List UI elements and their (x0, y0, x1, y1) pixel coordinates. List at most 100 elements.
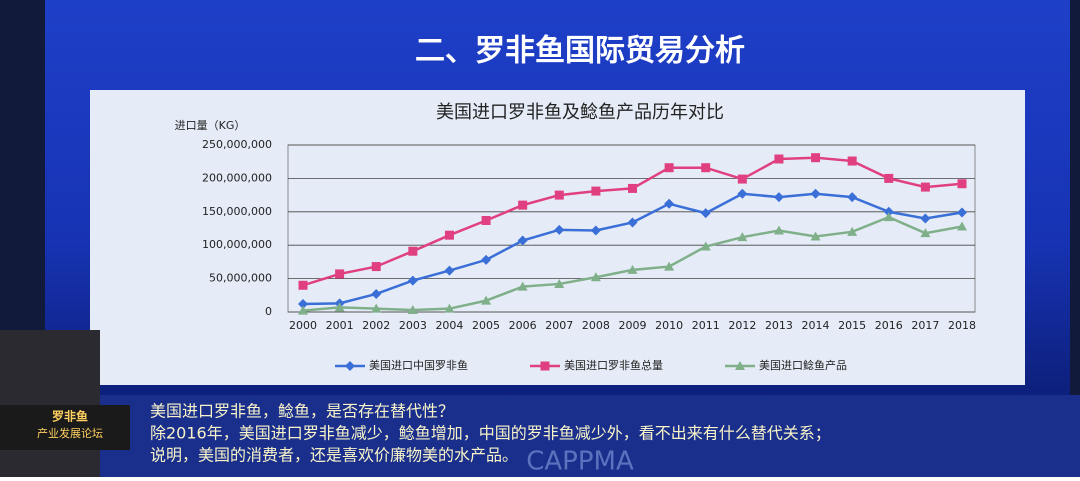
data-point (371, 303, 382, 313)
data-point (847, 156, 857, 166)
data-point (883, 206, 894, 217)
data-point (517, 281, 528, 291)
data-point (554, 224, 565, 235)
y-tick-label: 50,000,000 (209, 272, 272, 285)
y-axis-label: 进口量（KG） (175, 119, 246, 132)
data-point (444, 265, 455, 276)
x-tick-label: 2006 (509, 319, 537, 332)
x-tick-label: 2010 (655, 319, 683, 332)
data-point (810, 231, 821, 241)
data-point (664, 198, 675, 209)
x-tick-label: 2011 (692, 319, 720, 332)
data-point (957, 179, 967, 189)
y-tick-label: 100,000,000 (202, 238, 272, 251)
data-point (773, 192, 784, 203)
data-point (883, 212, 894, 222)
data-point (335, 269, 345, 279)
legend-marker (540, 361, 550, 371)
data-point (408, 246, 418, 256)
data-point (847, 192, 858, 203)
data-point (590, 225, 601, 236)
x-tick-label: 2013 (765, 319, 793, 332)
data-point (371, 262, 381, 272)
y-tick-label: 150,000,000 (202, 205, 272, 218)
data-point (664, 261, 675, 271)
data-point (481, 215, 491, 225)
data-point (810, 188, 821, 199)
x-tick-label: 2014 (802, 319, 830, 332)
data-point (737, 232, 748, 242)
data-point (444, 303, 455, 313)
legend-label: 美国进口中国罗非鱼 (369, 358, 468, 372)
data-point (811, 153, 821, 163)
y-tick-label: 250,000,000 (202, 138, 272, 151)
data-point (884, 173, 894, 183)
data-point (590, 272, 601, 282)
logo-line: 产业发展论坛 (37, 426, 103, 440)
y-tick-label: 0 (265, 305, 272, 318)
legend-label: 美国进口鲶鱼产品 (759, 358, 847, 372)
x-tick-label: 2008 (582, 319, 610, 332)
x-tick-label: 2009 (619, 319, 647, 332)
data-point (920, 213, 931, 224)
x-tick-label: 2015 (838, 319, 866, 332)
data-point (737, 188, 748, 199)
x-tick-label: 2004 (435, 319, 463, 332)
watermark: CAPPMA (526, 447, 634, 477)
slide-title: 二、罗非鱼国际贸易分析 (415, 34, 745, 69)
data-point (847, 226, 858, 236)
data-point (700, 208, 711, 219)
data-point (298, 298, 308, 309)
x-tick-label: 2003 (399, 319, 427, 332)
note-line: 除2016年，美国进口罗非鱼减少，鲶鱼增加，中国的罗非鱼减少外，看不出来有什么替… (150, 424, 831, 443)
data-point (920, 228, 931, 238)
x-tick-label: 2005 (472, 319, 500, 332)
data-point (407, 304, 418, 314)
data-point (920, 182, 930, 192)
x-tick-label: 2007 (545, 319, 573, 332)
data-point (957, 221, 967, 231)
x-tick-label: 2000 (289, 319, 317, 332)
x-tick-label: 2001 (326, 319, 354, 332)
data-point (334, 302, 345, 312)
data-point (957, 207, 967, 218)
x-tick-label: 2016 (875, 319, 903, 332)
data-point (627, 217, 638, 228)
data-point (628, 183, 637, 193)
legend-label: 美国进口罗非鱼总量 (564, 358, 663, 372)
data-point (517, 235, 528, 246)
data-point (627, 264, 638, 274)
speaker-area (0, 330, 100, 477)
note-line: 美国进口罗非鱼，鲶鱼，是否存在替代性？ (150, 402, 454, 421)
data-point (481, 254, 492, 265)
data-point (773, 225, 784, 235)
data-point (298, 305, 308, 315)
x-tick-label: 2002 (362, 319, 390, 332)
data-point (518, 200, 528, 210)
data-point (700, 241, 711, 251)
data-point (554, 190, 564, 200)
legend-marker (345, 361, 355, 371)
x-tick-label: 2018 (948, 319, 976, 332)
data-point (481, 295, 492, 305)
data-point (737, 174, 747, 184)
chart-title: 美国进口罗非鱼及鲶鱼产品历年对比 (436, 102, 724, 123)
data-point (444, 230, 454, 240)
legend-marker (735, 361, 745, 370)
x-tick-label: 2012 (728, 319, 756, 332)
data-point (554, 278, 565, 288)
data-point (774, 154, 784, 164)
data-point (371, 288, 382, 299)
note-line: 说明，美国的消费者，还是喜欢价廉物美的水产品。 (150, 446, 518, 465)
data-point (664, 163, 674, 173)
logo-box (0, 405, 130, 450)
data-point (407, 275, 418, 286)
screen-bottom (45, 395, 1080, 477)
data-point (298, 280, 308, 290)
y-tick-label: 200,000,000 (202, 171, 272, 184)
data-point (591, 186, 601, 196)
data-point (701, 163, 711, 173)
logo-line: 罗非鱼 (52, 409, 88, 424)
x-tick-label: 2017 (911, 319, 939, 332)
